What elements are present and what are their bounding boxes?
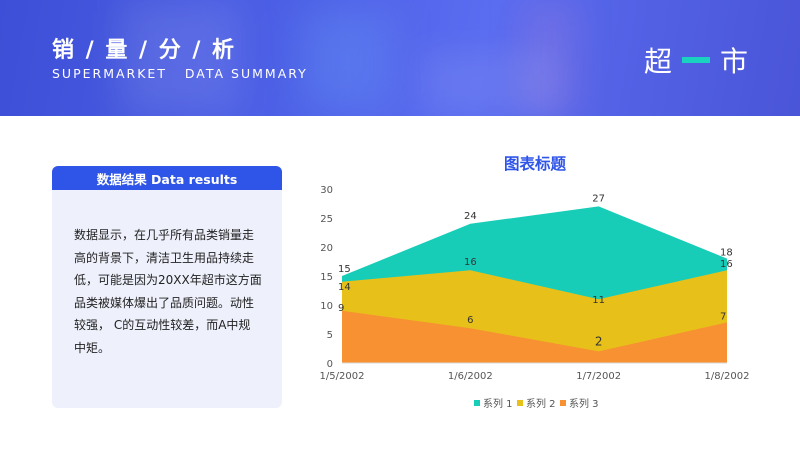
brand-mark: 超 市 (644, 40, 748, 80)
brand-right-char: 市 (720, 45, 749, 78)
data-label: 16 (464, 257, 477, 268)
y-tick-label: 5 (327, 330, 333, 341)
data-label: 11 (592, 295, 605, 306)
data-label: 2 (595, 334, 603, 348)
legend-swatch (560, 400, 566, 406)
page-title: 销 / 量 / 分 / 析 (52, 38, 237, 63)
legend-swatch (474, 400, 480, 406)
y-tick-label: 30 (320, 185, 333, 196)
data-label: 9 (338, 303, 344, 314)
results-panel-text: 数据显示，在几乎所有品类销量走高的背景下，清洁卫生用品持续走低，可能是因为20X… (74, 228, 262, 355)
data-label: 14 (338, 282, 351, 293)
x-tick-label: 1/5/2002 (320, 371, 365, 382)
x-tick-label: 1/7/2002 (576, 371, 621, 382)
x-tick-label: 1/6/2002 (448, 371, 493, 382)
results-panel-title: 数据结果 Data results (52, 166, 282, 190)
data-label: 27 (592, 193, 605, 204)
area-series-3 (342, 310, 727, 363)
data-label: 24 (464, 211, 477, 222)
y-tick-label: 15 (320, 272, 333, 283)
legend-entry: 系列 1 (483, 397, 513, 410)
data-label: 16 (720, 259, 733, 270)
legend-entry: 系列 3 (569, 397, 599, 410)
y-tick-label: 25 (320, 214, 333, 225)
brand-left-char: 超 (644, 45, 673, 78)
data-label: 18 (720, 248, 733, 259)
legend-swatch (517, 400, 523, 406)
header-banner: 销 / 量 / 分 / 析 SUPERMARKET DATA SUMMARY 超… (0, 0, 800, 116)
results-panel: 数据结果 Data results 数据显示，在几乎所有品类销量走高的背景下，清… (52, 166, 282, 408)
data-label: 6 (467, 315, 473, 326)
legend-entry: 系列 2 (526, 397, 556, 410)
y-tick-label: 0 (327, 359, 333, 370)
brand-divider (682, 57, 711, 63)
y-tick-label: 10 (320, 301, 333, 312)
y-tick-label: 20 (320, 243, 333, 254)
x-tick-label: 1/8/2002 (705, 371, 750, 382)
chart-title: 图表标题 (503, 155, 566, 173)
page-subtitle: SUPERMARKET DATA SUMMARY (52, 66, 308, 81)
data-label: 7 (720, 311, 726, 322)
data-label: 15 (338, 264, 351, 275)
